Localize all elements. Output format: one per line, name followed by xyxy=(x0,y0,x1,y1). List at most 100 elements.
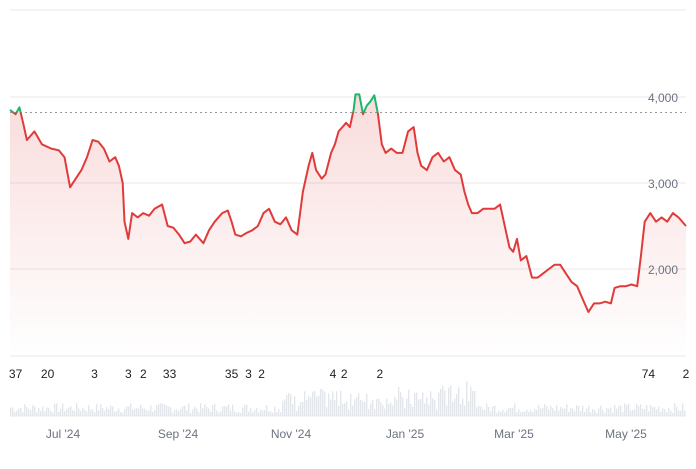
volume-bar xyxy=(670,410,672,416)
event-marker-label[interactable]: 2 xyxy=(377,367,384,381)
event-marker-label[interactable]: 37 xyxy=(9,367,23,381)
volume-bar xyxy=(236,412,238,416)
volume-bar xyxy=(682,403,684,416)
volume-bar xyxy=(460,404,462,416)
volume-bar xyxy=(382,404,384,416)
volume-bar xyxy=(578,406,580,416)
volume-bar xyxy=(62,403,64,416)
volume-bar xyxy=(538,404,540,416)
event-marker-label[interactable]: 2 xyxy=(258,367,265,381)
volume-bar xyxy=(420,398,422,416)
event-marker-label[interactable]: 3 xyxy=(245,367,252,381)
volume-bar xyxy=(334,399,336,416)
volume-bar xyxy=(394,396,396,416)
volume-bar xyxy=(64,411,66,416)
volume-bar xyxy=(530,409,532,416)
volume-bar xyxy=(108,408,110,416)
volume-bar xyxy=(594,410,596,416)
volume-bar xyxy=(486,403,488,416)
volume-bar xyxy=(576,405,578,416)
volume-bar xyxy=(286,395,288,416)
volume-bar xyxy=(508,408,510,416)
event-marker-label[interactable]: 3 xyxy=(125,367,132,381)
volume-bar xyxy=(158,404,160,416)
volume-bar xyxy=(100,404,102,416)
volume-bar xyxy=(284,399,286,416)
volume-bar xyxy=(222,405,224,416)
event-marker-label[interactable]: 2 xyxy=(341,367,348,381)
volume-bar xyxy=(118,408,120,416)
volume-bar xyxy=(172,412,174,416)
volume-bar xyxy=(274,406,276,416)
x-tick-label: Nov '24 xyxy=(271,427,312,441)
volume-bar xyxy=(140,404,142,416)
volume-bar xyxy=(176,409,178,416)
volume-bar xyxy=(184,405,186,416)
volume-bar xyxy=(78,408,80,416)
volume-bar xyxy=(92,409,94,416)
volume-bar xyxy=(328,393,330,416)
volume-bar xyxy=(180,409,182,416)
volume-bar xyxy=(354,399,356,416)
event-marker-label[interactable]: 2 xyxy=(683,367,690,381)
event-marker-label[interactable]: 3 xyxy=(91,367,98,381)
volume-bar xyxy=(348,409,350,416)
volume-bar xyxy=(116,410,118,416)
volume-bar xyxy=(674,403,676,416)
volume-bar xyxy=(428,404,430,416)
volume-bar xyxy=(500,411,502,416)
volume-bar xyxy=(360,399,362,416)
volume-bar xyxy=(566,404,568,416)
volume-bar xyxy=(504,412,506,416)
volume-bar xyxy=(398,387,400,416)
volume-bar xyxy=(306,400,308,416)
volume-bar xyxy=(512,407,514,416)
volume-bar xyxy=(224,406,226,416)
volume-bar xyxy=(542,407,544,416)
y-tick-label: 2,000 xyxy=(648,263,678,277)
volume-bar xyxy=(558,410,560,416)
event-marker-label[interactable]: 33 xyxy=(163,367,177,381)
volume-bar xyxy=(482,409,484,416)
volume-bar xyxy=(372,399,374,416)
volume-bar xyxy=(308,395,310,416)
volume-bar xyxy=(204,404,206,416)
volume-bar xyxy=(86,411,88,416)
volume-bar xyxy=(358,393,360,416)
volume-bar xyxy=(630,410,632,416)
volume-bar xyxy=(446,405,448,416)
volume-bar xyxy=(120,412,122,416)
volume-bar xyxy=(552,408,554,416)
volume-bar xyxy=(386,398,388,416)
volume-bar xyxy=(546,406,548,416)
volume-bar xyxy=(18,408,20,416)
volume-bar xyxy=(44,411,46,416)
volume-bar xyxy=(58,411,60,416)
volume-bar xyxy=(450,385,452,416)
volume-bar xyxy=(210,411,212,416)
x-tick-label: Jul '24 xyxy=(46,427,81,441)
volume-bar xyxy=(246,404,248,416)
area-fill xyxy=(10,94,686,357)
event-marker-label[interactable]: 20 xyxy=(41,367,55,381)
volume-bar xyxy=(302,401,304,416)
volume-bar xyxy=(646,405,648,416)
volume-bar xyxy=(474,390,476,416)
volume-bar xyxy=(588,405,590,416)
volume-bar xyxy=(432,398,434,416)
volume-bar xyxy=(586,408,588,416)
volume-bar xyxy=(414,392,416,416)
volume-bar xyxy=(666,412,668,416)
volume-bar xyxy=(610,407,612,416)
volume-bar xyxy=(626,405,628,416)
volume-bar xyxy=(260,409,262,416)
event-marker-label[interactable]: 35 xyxy=(225,367,239,381)
volume-bar xyxy=(122,412,124,416)
event-marker-label[interactable]: 4 xyxy=(330,367,337,381)
event-marker-label[interactable]: 74 xyxy=(642,367,656,381)
volume-bar xyxy=(480,406,482,416)
volume-bar xyxy=(304,391,306,416)
event-marker-label[interactable]: 2 xyxy=(140,367,147,381)
